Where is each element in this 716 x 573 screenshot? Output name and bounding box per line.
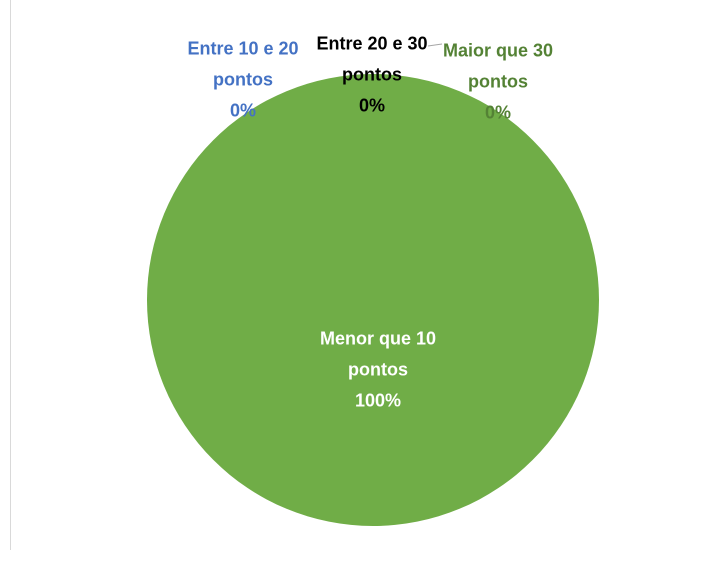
value-label: 0% xyxy=(358,95,385,116)
data-label: Entre 10 e 20 pontos 0% xyxy=(178,34,308,127)
value-label: 100% xyxy=(354,390,402,411)
category-name: Entre 10 e 20 pontos xyxy=(187,38,299,90)
category-name: Menor que 10 pontos xyxy=(319,328,437,380)
value-label: 0% xyxy=(484,102,511,123)
data-label: Entre 20 e 30 pontos 0% xyxy=(307,29,437,122)
leader-line xyxy=(427,43,443,47)
pie-slice xyxy=(147,74,599,526)
category-name: Entre 20 e 30 pontos xyxy=(316,33,428,85)
value-label: 0% xyxy=(229,100,256,121)
data-label: Menor que 10 pontos 100% xyxy=(313,324,443,417)
data-label: Maior que 30 pontos 0% xyxy=(433,36,563,129)
category-name: Maior que 30 pontos xyxy=(442,40,554,92)
